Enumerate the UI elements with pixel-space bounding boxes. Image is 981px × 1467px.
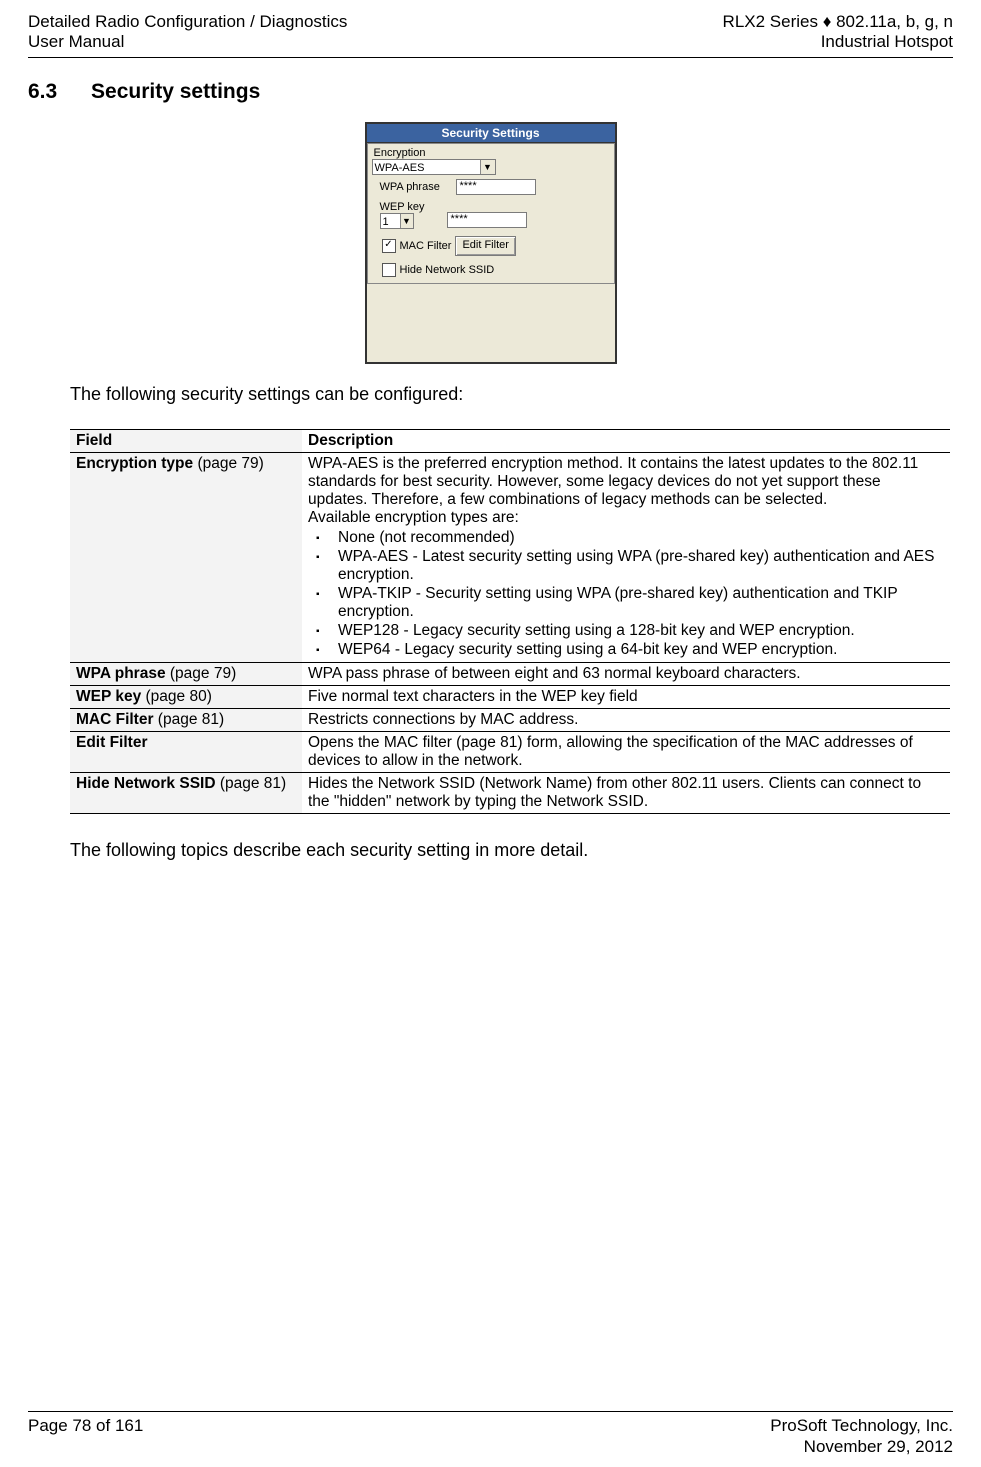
footer-right-1: ProSoft Technology, Inc. (770, 1416, 953, 1435)
footer-rule (28, 1411, 953, 1412)
description-cell: WPA pass phrase of between eight and 63 … (302, 662, 950, 685)
encryption-dropdown[interactable]: WPA-AES ▼ (372, 159, 496, 175)
chevron-down-icon: ▼ (400, 214, 413, 228)
encryption-value: WPA-AES (375, 162, 425, 174)
table-row: WEP key (page 80)Five normal text charac… (70, 685, 950, 708)
wep-key-input[interactable]: **** (447, 212, 527, 228)
wep-key-label: WEP key (380, 201, 425, 213)
footer-left: Page 78 of 161 (28, 1416, 143, 1457)
field-cell: Hide Network SSID (page 81) (70, 772, 302, 813)
table-row: WPA phrase (page 79)WPA pass phrase of b… (70, 662, 950, 685)
table-row: Hide Network SSID (page 81)Hides the Net… (70, 772, 950, 813)
encryption-group: Encryption WPA-AES ▼ WPA phrase **** WEP… (367, 143, 615, 284)
list-item: WEP64 - Legacy security setting using a … (338, 641, 944, 659)
edit-filter-button[interactable]: Edit Filter (455, 236, 515, 256)
list-item: WEP128 - Legacy security setting using a… (338, 622, 944, 640)
field-cell: WEP key (page 80) (70, 685, 302, 708)
description-cell: Five normal text characters in the WEP k… (302, 685, 950, 708)
field-cell: Edit Filter (70, 731, 302, 772)
list-item: WPA-TKIP - Security setting using WPA (p… (338, 585, 944, 621)
description-cell: WPA-AES is the preferred encryption meth… (302, 452, 950, 662)
table-row: Encryption type (page 79)WPA-AES is the … (70, 452, 950, 662)
mac-filter-checkbox[interactable]: ✓ (382, 239, 396, 253)
field-cell: MAC Filter (page 81) (70, 708, 302, 731)
panel-title: Security Settings (367, 124, 615, 143)
page-footer: Page 78 of 161 ProSoft Technology, Inc. … (28, 1416, 953, 1457)
header-rule (28, 57, 953, 58)
wep-key-index-dropdown[interactable]: 1 ▼ (380, 213, 414, 229)
description-cell: Hides the Network SSID (Network Name) fr… (302, 772, 950, 813)
col-description: Description (302, 429, 950, 452)
hide-ssid-checkbox[interactable] (382, 263, 396, 277)
hide-ssid-label: Hide Network SSID (400, 264, 495, 276)
table-row: MAC Filter (page 81)Restricts connection… (70, 708, 950, 731)
security-settings-panel: Security Settings Encryption WPA-AES ▼ W… (365, 122, 617, 364)
encryption-group-label: Encryption (372, 147, 428, 159)
wep-index-value: 1 (383, 216, 389, 228)
col-field: Field (70, 429, 302, 452)
description-cell: Restricts connections by MAC address. (302, 708, 950, 731)
mac-filter-label: MAC Filter (400, 240, 452, 252)
page-header: Detailed Radio Configuration / Diagnosti… (28, 12, 953, 53)
header-left-1: Detailed Radio Configuration / Diagnosti… (28, 12, 347, 31)
list-item: WPA-AES - Latest security setting using … (338, 548, 944, 584)
header-right-2: Industrial Hotspot (821, 32, 953, 51)
wpa-phrase-input[interactable]: **** (456, 179, 536, 195)
section-title: Security settings (91, 80, 260, 103)
field-cell: WPA phrase (page 79) (70, 662, 302, 685)
field-cell: Encryption type (page 79) (70, 452, 302, 662)
description-cell: Opens the MAC filter (page 81) form, all… (302, 731, 950, 772)
section-heading: 6.3 Security settings (28, 80, 953, 104)
section-number: 6.3 (28, 80, 57, 104)
header-right-1: RLX2 Series ♦ 802.11a, b, g, n (723, 12, 953, 31)
chevron-down-icon: ▼ (480, 160, 495, 174)
header-left-2: User Manual (28, 32, 124, 51)
list-item: None (not recommended) (338, 529, 944, 547)
table-row: Edit FilterOpens the MAC filter (page 81… (70, 731, 950, 772)
intro-text: The following security settings can be c… (70, 384, 953, 405)
wpa-phrase-label: WPA phrase (380, 181, 456, 193)
footer-right-2: November 29, 2012 (804, 1437, 953, 1456)
fields-table: Field Description Encryption type (page … (70, 429, 950, 814)
outro-text: The following topics describe each secur… (70, 840, 953, 861)
